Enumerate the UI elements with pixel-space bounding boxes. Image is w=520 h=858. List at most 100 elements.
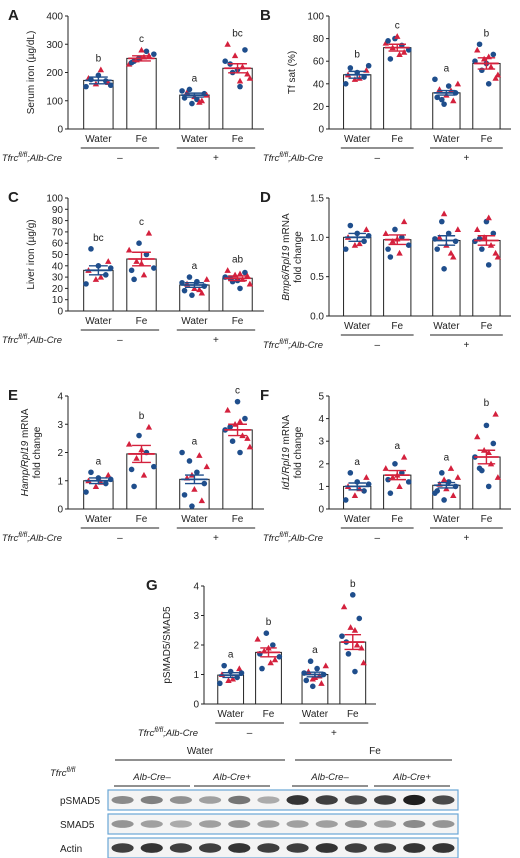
y-axis-label-line2: fold change xyxy=(293,231,304,283)
data-point xyxy=(151,463,157,470)
y-axis-label-line2: fold change xyxy=(32,426,43,478)
genotype-sign: – xyxy=(374,153,380,164)
chart-panel-b: B 0 20 40 60 80 100 Tf sat (%) b Water c Fe a Water b F… xyxy=(260,7,511,164)
significance-letter: bc xyxy=(93,233,104,244)
data-point xyxy=(385,246,391,252)
data-point xyxy=(485,483,492,490)
y-tick-label: 0.5 xyxy=(310,272,324,283)
significance-letter: b xyxy=(484,398,490,409)
bar xyxy=(383,47,412,130)
significance-letter: a xyxy=(354,457,360,468)
y-tick-label: 80 xyxy=(52,216,64,227)
genotype-label-base: Tfrc xyxy=(263,153,280,164)
y-axis-label: Tf sat (%) xyxy=(287,51,298,94)
bar xyxy=(222,429,253,510)
data-point xyxy=(229,675,237,682)
x-category-label: Water xyxy=(181,316,208,327)
significance-letter: a xyxy=(394,441,400,452)
data-point xyxy=(191,285,198,291)
data-point xyxy=(340,603,348,610)
data-point xyxy=(309,683,316,690)
y-tick-label: 70 xyxy=(52,227,64,238)
y-tick-label: 90 xyxy=(52,205,64,216)
data-point xyxy=(439,218,445,225)
data-point xyxy=(244,70,251,77)
blot-group-water: Water xyxy=(187,746,214,757)
data-point xyxy=(196,98,203,105)
y-tick-label: 300 xyxy=(46,40,63,51)
blot-row-label: pSMAD5 xyxy=(60,796,100,807)
significance-letter: b xyxy=(96,54,102,65)
data-point xyxy=(309,675,316,682)
blot-band xyxy=(228,795,251,805)
data-point xyxy=(345,651,352,657)
data-point xyxy=(186,86,193,93)
data-point xyxy=(221,662,227,669)
data-point xyxy=(394,33,401,39)
data-point xyxy=(191,486,198,492)
panel-letter: G xyxy=(146,577,158,594)
x-category-label: Fe xyxy=(391,321,403,332)
genotype-sign: – xyxy=(374,533,380,544)
data-point xyxy=(492,410,499,417)
y-tick-label: 100 xyxy=(307,12,324,23)
data-point xyxy=(339,633,345,639)
significance-letter: c xyxy=(235,386,240,397)
blot-band xyxy=(432,843,455,853)
bar xyxy=(222,277,253,312)
genotype-sign: – xyxy=(117,153,123,164)
data-point xyxy=(237,83,243,90)
data-point xyxy=(244,435,251,441)
data-point xyxy=(351,627,359,633)
data-point xyxy=(342,81,349,87)
blot-band xyxy=(374,843,397,853)
data-point xyxy=(485,214,492,221)
bar xyxy=(83,480,114,510)
data-point xyxy=(454,80,462,87)
data-point xyxy=(353,641,361,648)
data-point xyxy=(189,503,195,509)
data-point xyxy=(131,483,137,490)
data-point xyxy=(83,489,89,495)
blot-band xyxy=(286,843,309,853)
data-point xyxy=(125,246,133,253)
data-point xyxy=(201,480,208,487)
data-point xyxy=(490,51,497,58)
genotype-label-rest: ;Alb-Cre xyxy=(27,335,62,346)
blot-band xyxy=(432,820,455,828)
y-tick-label: 100 xyxy=(46,96,63,107)
y-tick-label: 2 xyxy=(318,459,324,470)
data-point xyxy=(224,41,231,47)
significance-letter: bc xyxy=(232,28,243,39)
significance-letter: b xyxy=(350,579,356,590)
data-point xyxy=(363,474,370,480)
data-point xyxy=(382,230,389,236)
data-point xyxy=(356,615,363,622)
x-category-label: Fe xyxy=(136,134,148,145)
significance-letter: a xyxy=(228,650,234,661)
bar xyxy=(432,239,461,317)
data-point xyxy=(92,276,100,282)
blot-band xyxy=(228,820,251,828)
data-point xyxy=(140,471,148,478)
chart-panel-f: F 0 1 2 3 4 5 Id1/Rpl19 mRNA fold change a Water a F… xyxy=(260,387,511,544)
data-point xyxy=(360,659,367,666)
y-axis-label: Bmp6/Rpl19 mRNA xyxy=(281,213,292,301)
data-point xyxy=(485,262,492,268)
blot-band xyxy=(169,820,193,828)
blot-band xyxy=(140,795,163,805)
blot-band xyxy=(169,796,193,804)
data-point xyxy=(246,280,254,287)
significance-letter: a xyxy=(444,63,450,74)
data-point xyxy=(450,253,457,260)
genotype-label: Tfrcfl/fl;Alb-Cre xyxy=(263,339,323,351)
significance-letter: a xyxy=(192,261,198,272)
y-tick-label: 1.0 xyxy=(310,233,324,244)
data-point xyxy=(314,665,320,672)
data-point xyxy=(447,465,455,471)
blot-genotype-base: Tfrc xyxy=(50,768,67,779)
data-point xyxy=(432,76,438,83)
data-point xyxy=(387,56,394,62)
